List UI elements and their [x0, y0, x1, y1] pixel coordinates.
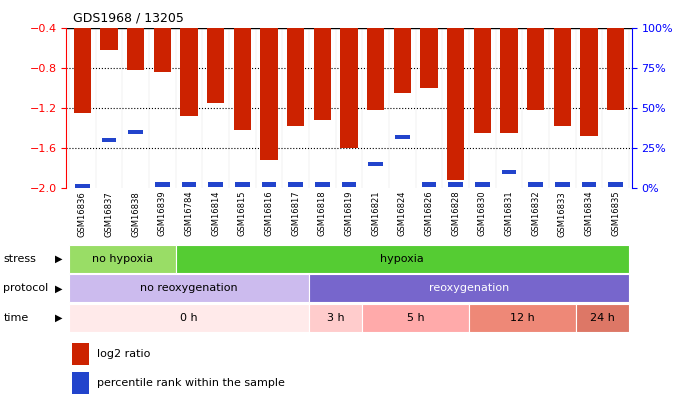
Text: GSM16826: GSM16826 [424, 191, 433, 237]
Bar [500, 28, 518, 133]
Text: GSM16784: GSM16784 [184, 191, 193, 237]
Bar [262, 183, 276, 187]
Bar [155, 183, 170, 187]
Bar [609, 183, 623, 187]
Bar [154, 28, 171, 72]
Bar [394, 28, 411, 93]
Text: GSM16833: GSM16833 [558, 191, 567, 237]
Bar [528, 183, 543, 187]
Text: reoxygenation: reoxygenation [429, 284, 509, 293]
Text: GSM16836: GSM16836 [77, 191, 87, 237]
Bar [127, 28, 144, 70]
Bar [369, 162, 383, 166]
Bar [69, 274, 309, 303]
Bar [235, 183, 250, 187]
Bar [420, 28, 438, 88]
Bar [74, 28, 91, 113]
Bar [447, 28, 464, 180]
Text: time: time [3, 313, 29, 322]
Bar [180, 28, 198, 116]
Bar [315, 183, 329, 187]
Text: GSM16828: GSM16828 [451, 191, 460, 237]
Bar [527, 28, 544, 110]
Text: 3 h: 3 h [327, 313, 345, 322]
Text: 12 h: 12 h [510, 313, 535, 322]
Bar [422, 183, 436, 187]
Bar [475, 183, 490, 187]
Text: GSM16817: GSM16817 [291, 191, 300, 237]
Text: ▶: ▶ [55, 284, 63, 293]
Bar [341, 28, 357, 148]
Bar [469, 303, 576, 332]
Bar [581, 183, 596, 187]
Text: ▶: ▶ [55, 254, 63, 264]
Text: GSM16819: GSM16819 [345, 191, 353, 236]
Text: GDS1968 / 13205: GDS1968 / 13205 [73, 11, 184, 24]
Bar [181, 183, 196, 187]
Bar [362, 303, 469, 332]
Bar [101, 28, 118, 50]
Bar [309, 303, 362, 332]
Text: 5 h: 5 h [407, 313, 424, 322]
Bar [75, 184, 89, 189]
Bar [207, 28, 224, 103]
Bar [448, 183, 463, 187]
Bar [580, 28, 597, 136]
Text: GSM16814: GSM16814 [211, 191, 220, 236]
Text: GSM16815: GSM16815 [238, 191, 247, 236]
Bar [554, 28, 571, 126]
Bar [607, 28, 624, 110]
Text: no reoxygenation: no reoxygenation [140, 284, 238, 293]
Text: percentile rank within the sample: percentile rank within the sample [98, 378, 285, 388]
Text: GSM16838: GSM16838 [131, 191, 140, 237]
Bar [128, 130, 143, 134]
Bar [176, 245, 629, 273]
Text: 0 h: 0 h [180, 313, 198, 322]
Text: stress: stress [3, 254, 36, 264]
Text: no hypoxia: no hypoxia [91, 254, 153, 264]
Text: GSM16821: GSM16821 [371, 191, 380, 236]
Text: GSM16832: GSM16832 [531, 191, 540, 237]
Bar [72, 372, 89, 394]
Bar [69, 245, 176, 273]
Bar [208, 183, 223, 187]
Bar [367, 28, 385, 110]
Bar [341, 183, 357, 187]
Text: hypoxia: hypoxia [380, 254, 424, 264]
Bar [395, 134, 410, 139]
Text: log2 ratio: log2 ratio [98, 349, 151, 359]
Bar [555, 183, 570, 187]
Text: GSM16818: GSM16818 [318, 191, 327, 237]
Text: GSM16831: GSM16831 [505, 191, 514, 237]
Bar [69, 303, 309, 332]
Bar [288, 183, 303, 187]
Bar [234, 28, 251, 130]
Text: 24 h: 24 h [590, 313, 615, 322]
Bar [474, 28, 491, 133]
Text: GSM16824: GSM16824 [398, 191, 407, 236]
Bar [576, 303, 629, 332]
Bar [287, 28, 304, 126]
Text: GSM16816: GSM16816 [265, 191, 274, 237]
Text: protocol: protocol [3, 284, 49, 293]
Bar [309, 274, 629, 303]
Text: GSM16837: GSM16837 [105, 191, 114, 237]
Bar [102, 138, 117, 142]
Text: GSM16830: GSM16830 [478, 191, 487, 237]
Bar [72, 343, 89, 365]
Bar [260, 28, 278, 160]
Bar [502, 170, 517, 174]
Text: GSM16839: GSM16839 [158, 191, 167, 237]
Bar [313, 28, 331, 120]
Text: GSM16835: GSM16835 [611, 191, 621, 237]
Text: GSM16834: GSM16834 [584, 191, 593, 237]
Text: ▶: ▶ [55, 313, 63, 322]
